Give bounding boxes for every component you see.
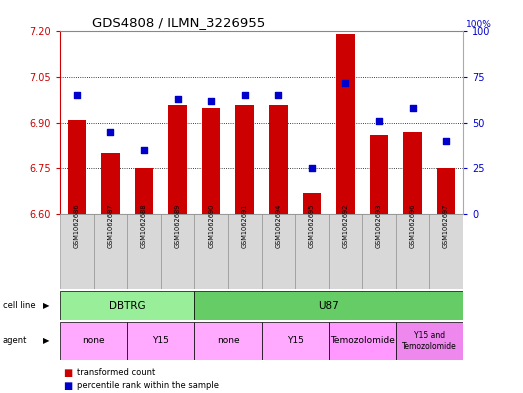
Text: Temozolomide: Temozolomide [329,336,395,345]
Bar [269,105,288,214]
Text: GSM1062697: GSM1062697 [443,204,449,248]
Text: GSM1062692: GSM1062692 [343,204,348,248]
Bar [202,108,220,214]
FancyBboxPatch shape [60,214,94,289]
FancyBboxPatch shape [127,322,195,360]
Text: DBTRG: DBTRG [109,301,145,310]
FancyBboxPatch shape [195,322,262,360]
Text: 100%: 100% [465,20,491,29]
FancyBboxPatch shape [60,322,127,360]
FancyBboxPatch shape [161,214,195,289]
Text: percentile rank within the sample: percentile rank within the sample [77,382,220,390]
Point [174,96,182,102]
Point [106,129,115,135]
FancyBboxPatch shape [94,214,127,289]
Point [375,118,383,124]
FancyBboxPatch shape [396,322,463,360]
FancyBboxPatch shape [262,214,295,289]
Bar [403,132,422,214]
Bar [303,193,321,214]
FancyBboxPatch shape [228,214,262,289]
Text: GSM1062694: GSM1062694 [275,204,281,248]
Bar [101,153,120,214]
Bar [336,35,355,214]
Text: GSM1062689: GSM1062689 [175,204,180,248]
Text: GSM1062693: GSM1062693 [376,204,382,248]
FancyBboxPatch shape [328,322,396,360]
Text: cell line: cell line [3,301,35,310]
FancyBboxPatch shape [328,214,362,289]
FancyBboxPatch shape [362,214,396,289]
Text: transformed count: transformed count [77,368,156,377]
Bar [168,105,187,214]
FancyBboxPatch shape [396,214,429,289]
Bar [370,135,388,214]
Point [241,92,249,99]
Bar [135,169,153,214]
Text: Y15: Y15 [152,336,169,345]
Bar [67,120,86,214]
FancyBboxPatch shape [262,322,328,360]
Text: ■: ■ [63,367,72,378]
Text: agent: agent [3,336,27,345]
Text: none: none [217,336,239,345]
Text: GSM1062687: GSM1062687 [108,203,113,248]
Point [207,98,215,104]
FancyBboxPatch shape [429,214,463,289]
Text: Y15 and
Temozolomide: Y15 and Temozolomide [402,331,457,351]
Text: none: none [83,336,105,345]
Point [341,79,349,86]
FancyBboxPatch shape [195,291,463,320]
Point [140,147,148,153]
Text: GSM1062691: GSM1062691 [242,204,248,248]
FancyBboxPatch shape [295,214,328,289]
Text: GSM1062688: GSM1062688 [141,203,147,248]
Point [73,92,81,99]
Bar [235,105,254,214]
Text: GSM1062686: GSM1062686 [74,203,80,248]
Text: U87: U87 [318,301,339,310]
Bar [437,169,456,214]
Text: ▶: ▶ [43,301,50,310]
Text: GDS4808 / ILMN_3226955: GDS4808 / ILMN_3226955 [93,16,266,29]
FancyBboxPatch shape [127,214,161,289]
Text: ■: ■ [63,381,72,391]
Text: GSM1062695: GSM1062695 [309,204,315,248]
FancyBboxPatch shape [60,291,195,320]
Point [308,165,316,172]
Point [408,105,417,111]
FancyBboxPatch shape [195,214,228,289]
Point [442,138,450,144]
Text: GSM1062690: GSM1062690 [208,204,214,248]
Text: ▶: ▶ [43,336,50,345]
Text: Y15: Y15 [287,336,303,345]
Point [274,92,282,99]
Text: GSM1062696: GSM1062696 [410,204,415,248]
